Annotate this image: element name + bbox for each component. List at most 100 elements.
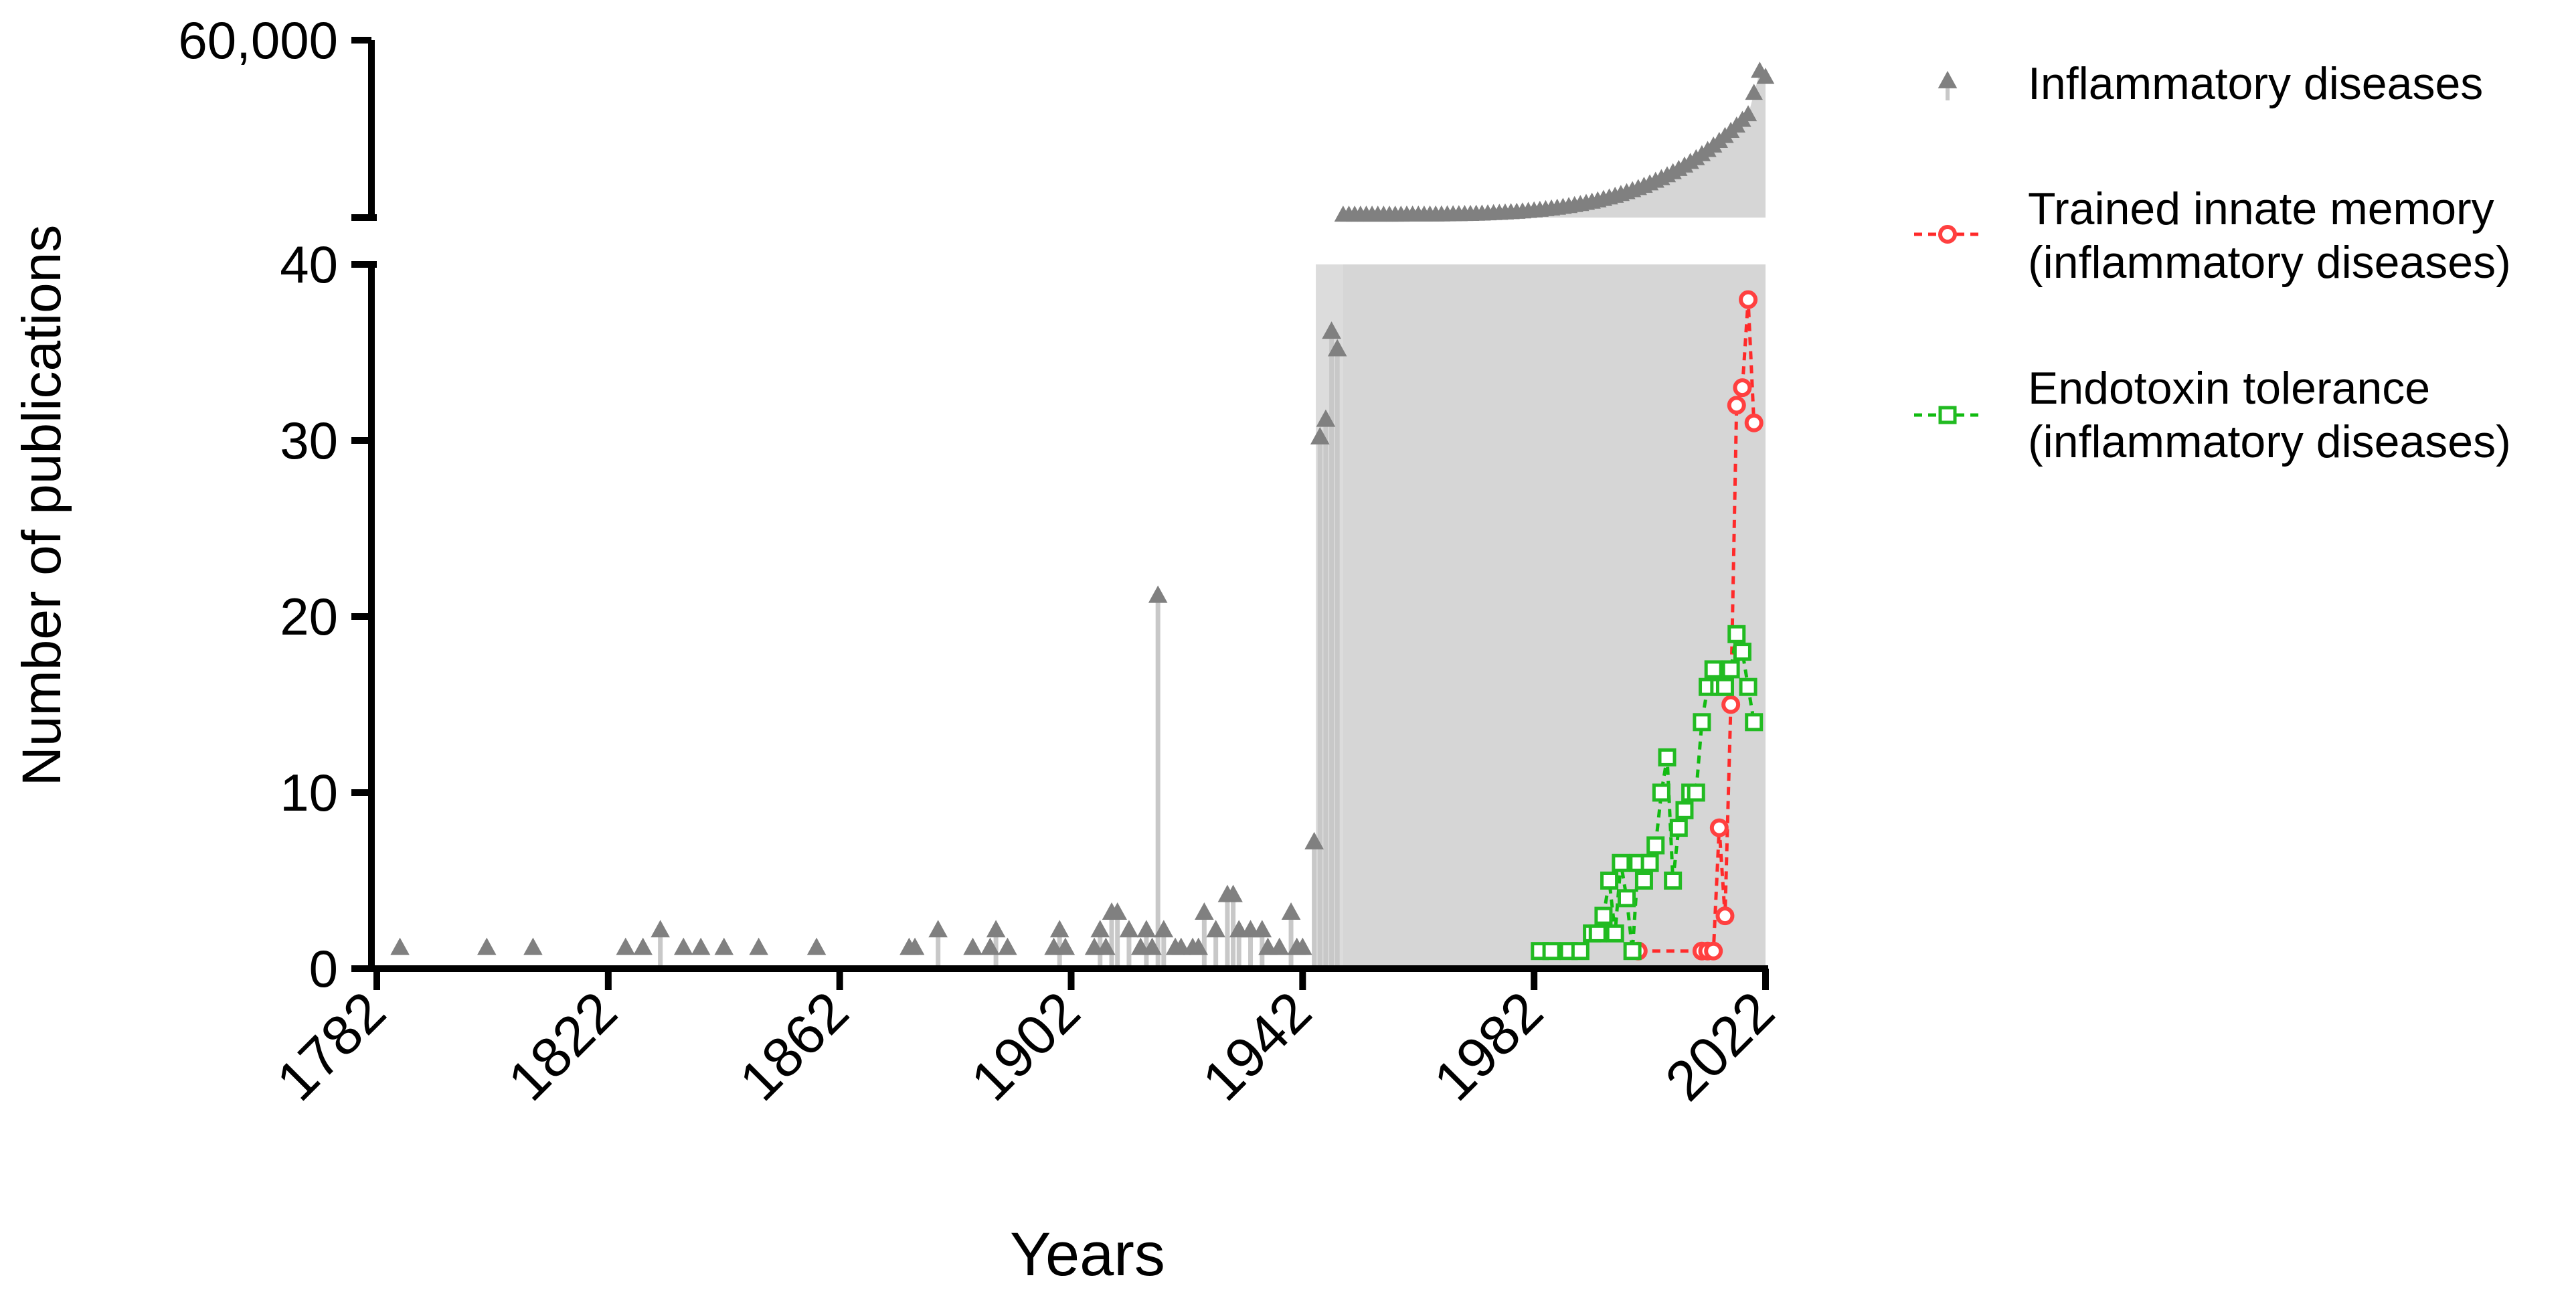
data-point-triangle: [633, 937, 653, 955]
data-point-square: [1669, 819, 1688, 837]
data-point-square: [1693, 713, 1711, 732]
data-point-square: [1715, 677, 1734, 696]
data-point-triangle: [390, 937, 410, 955]
data-point-triangle: [651, 920, 670, 938]
legend-label-trained-line1: Trained innate memory: [2028, 183, 2494, 234]
data-point-triangle: [1293, 937, 1312, 955]
data-point-triangle: [1739, 105, 1757, 122]
data-point-triangle: [1142, 937, 1162, 955]
data-point-square: [1618, 889, 1636, 908]
data-point-triangle: [691, 937, 711, 955]
data-point-triangle: [963, 937, 982, 955]
data-point-triangle: [1108, 902, 1127, 920]
data-point-triangle: [806, 937, 827, 955]
data-point-circle: [1704, 941, 1723, 961]
data-point-square: [1664, 872, 1683, 890]
data-point-triangle: [1756, 68, 1775, 84]
data-point-triangle: [673, 937, 693, 955]
y-tick-label: 20: [280, 587, 338, 646]
x-tick-label: 1982: [1422, 979, 1555, 1113]
data-point-triangle: [1304, 831, 1324, 849]
data-point-square: [1571, 942, 1590, 961]
series-endotoxin-tolerance: [1531, 625, 1764, 961]
data-point-triangle: [523, 937, 543, 955]
data-point-square: [1623, 942, 1642, 961]
shaded-region-lower: [1316, 264, 1766, 969]
data-point-square: [1652, 783, 1670, 802]
data-point-triangle: [1252, 920, 1272, 938]
x-tick-label: 1942: [1190, 979, 1323, 1113]
data-point-circle: [1727, 396, 1746, 415]
data-point-triangle: [928, 920, 948, 938]
data-point-square: [1634, 872, 1653, 890]
data-point-triangle: [1322, 321, 1341, 339]
data-point-circle: [1733, 378, 1752, 398]
legend-label-endotoxin-line1: Endotoxin tolerance: [2028, 363, 2430, 414]
y-tick-label: 60,000: [178, 11, 338, 70]
data-point-triangle: [1310, 426, 1330, 444]
data-point-square: [1704, 660, 1723, 679]
x-tick-label: 1822: [496, 979, 629, 1113]
x-tick-label: 1782: [264, 979, 398, 1113]
data-point-triangle: [998, 937, 1017, 955]
data-point-circle: [1739, 290, 1758, 309]
data-point-triangle: [980, 937, 1000, 955]
y-axis-label: Number of publications: [11, 225, 72, 787]
data-point-triangle: [1189, 937, 1209, 955]
data-point-square: [1675, 801, 1694, 819]
data-point-square: [1594, 906, 1613, 925]
data-point-triangle: [1206, 920, 1225, 938]
legend-swatch-circle: [1938, 225, 1957, 244]
data-point-square: [1646, 836, 1665, 855]
data-point-triangle: [1148, 585, 1168, 603]
y-tick-label: 40: [280, 235, 338, 294]
data-point-square: [1733, 643, 1751, 661]
data-point-triangle: [714, 937, 734, 955]
data-point-triangle: [1281, 902, 1301, 920]
data-point-triangle: [986, 920, 1006, 938]
data-point-square: [1727, 625, 1746, 643]
legend: Inflammatory diseases Trained innate memo…: [1914, 58, 2511, 467]
data-point-square: [1687, 783, 1705, 802]
data-point-square: [1745, 713, 1764, 732]
data-point-square: [1721, 660, 1740, 679]
y-tick-label: 30: [280, 411, 338, 470]
data-point-triangle: [1049, 920, 1069, 938]
data-point-triangle: [1096, 937, 1116, 955]
data-point-triangle: [616, 937, 636, 955]
data-point-triangle: [1136, 920, 1156, 938]
data-point-circle: [1715, 906, 1735, 926]
data-point-triangle: [477, 937, 497, 955]
x-tick-label: 1862: [727, 979, 861, 1113]
legend-swatch-square: [1938, 406, 1957, 424]
data-point-circle: [1721, 695, 1741, 714]
data-point-square: [1606, 924, 1624, 943]
data-point-triangle: [1195, 902, 1214, 920]
y-tick-label: 0: [309, 939, 338, 998]
series-inflammatory-diseases: [390, 62, 1775, 955]
data-point-square: [1640, 853, 1659, 872]
data-point-triangle: [749, 937, 768, 955]
data-point-triangle: [1270, 937, 1290, 955]
legend-label-trained-line2: (inflammatory diseases): [2028, 237, 2511, 288]
data-point-circle: [1744, 413, 1764, 432]
inflammatory-stems: [658, 335, 1340, 969]
data-point-triangle: [1327, 339, 1347, 357]
y-tick-label: 10: [280, 763, 338, 822]
legend-label-inflammatory: Inflammatory diseases: [2028, 58, 2483, 109]
x-tick-label: 2022: [1653, 979, 1786, 1113]
x-axis-label: Years: [1010, 1220, 1165, 1289]
data-point-triangle: [1119, 920, 1139, 938]
data-point-square: [1739, 677, 1757, 696]
data-point-square: [1542, 942, 1561, 961]
data-point-circle: [1709, 818, 1729, 837]
shaded-region-upper: [1343, 72, 1766, 218]
data-point-square: [1588, 924, 1607, 943]
data-point-triangle: [1055, 937, 1076, 955]
data-point-triangle: [1090, 920, 1110, 938]
x-tick-label: 1902: [959, 979, 1092, 1113]
data-point-square: [1658, 748, 1677, 766]
data-point-square: [1600, 872, 1619, 890]
data-point-triangle: [1154, 920, 1174, 938]
